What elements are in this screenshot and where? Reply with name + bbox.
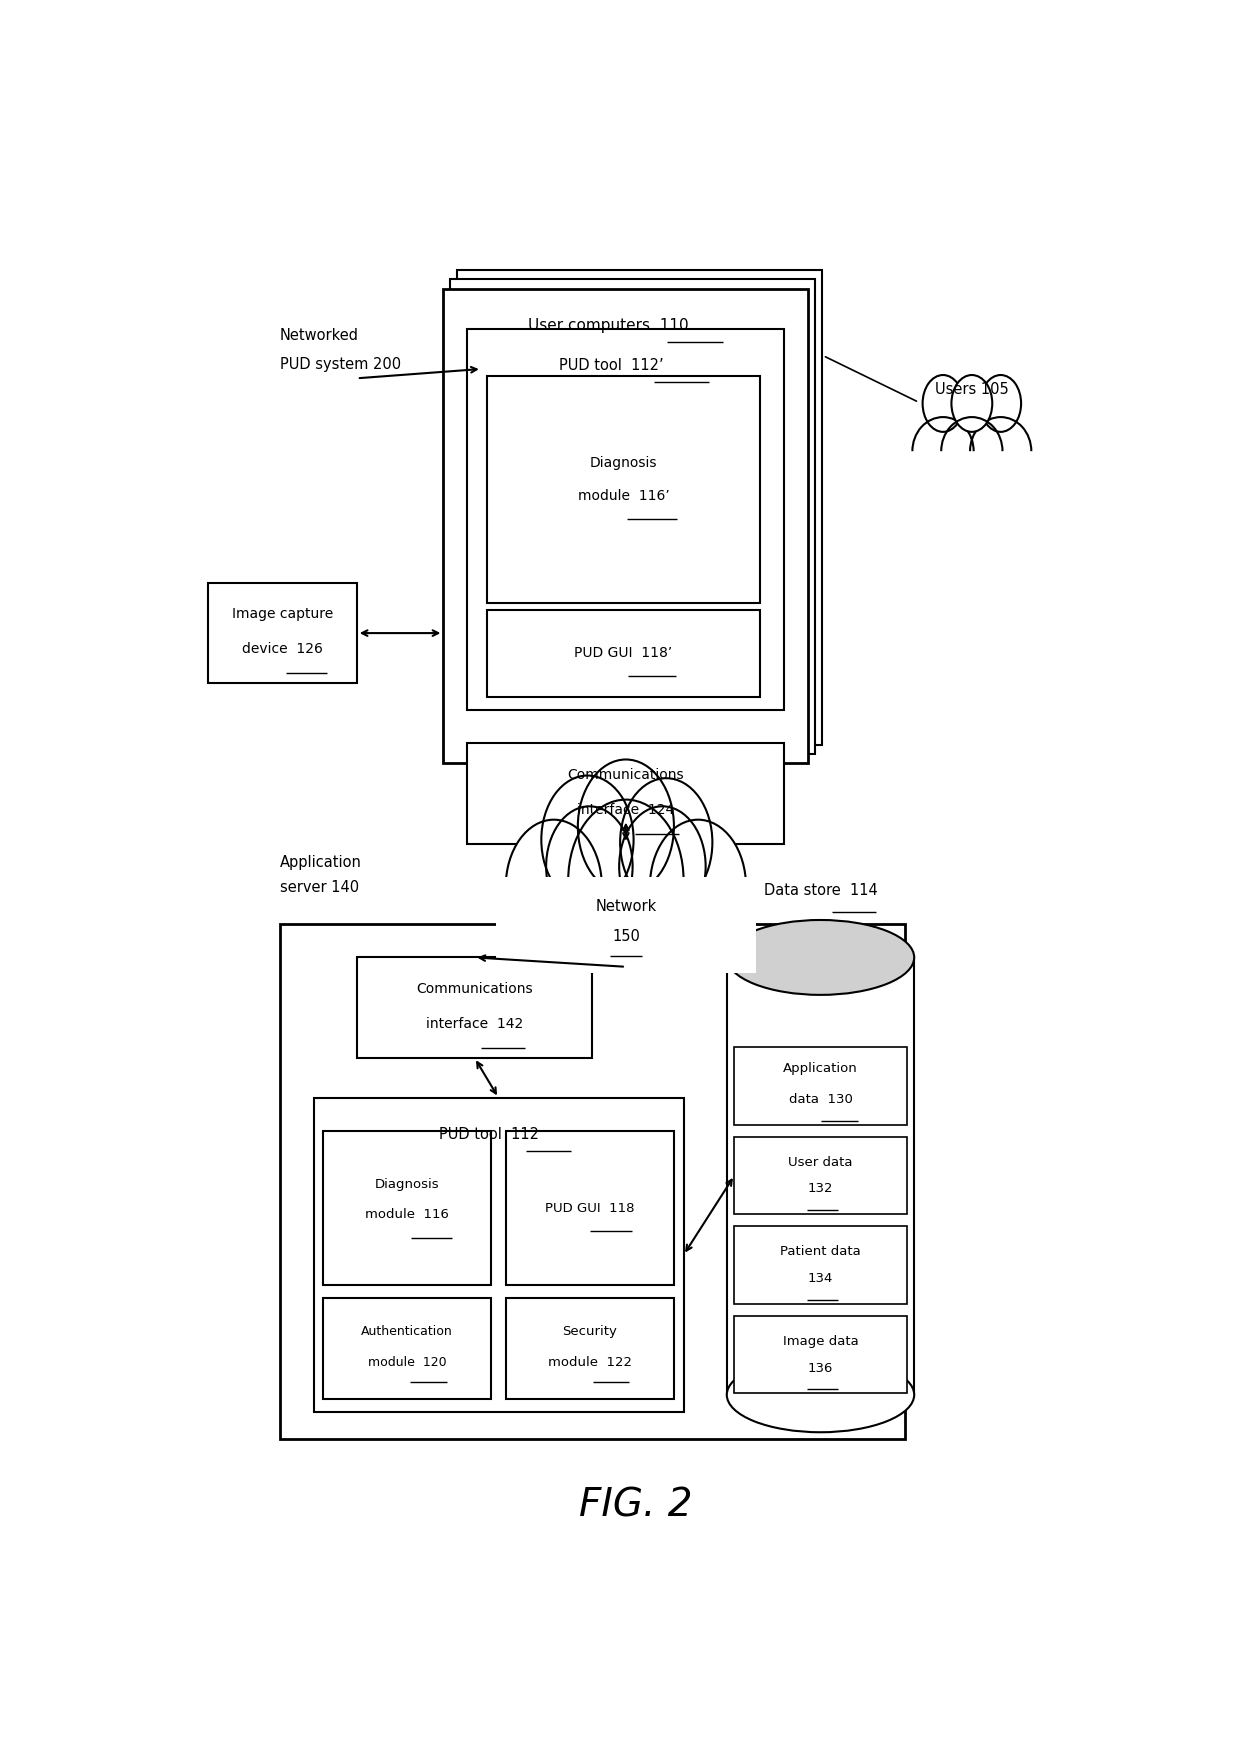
FancyBboxPatch shape [506, 1299, 675, 1398]
Circle shape [951, 375, 992, 433]
FancyBboxPatch shape [444, 288, 808, 764]
Text: data  130: data 130 [789, 1093, 852, 1106]
FancyBboxPatch shape [324, 1299, 491, 1398]
FancyBboxPatch shape [357, 957, 593, 1058]
Text: 132: 132 [807, 1183, 833, 1195]
FancyBboxPatch shape [280, 924, 905, 1438]
Circle shape [923, 375, 963, 433]
Text: PUD system 200: PUD system 200 [280, 358, 401, 372]
Text: Patient data: Patient data [780, 1245, 861, 1258]
FancyBboxPatch shape [208, 584, 357, 683]
FancyBboxPatch shape [456, 269, 822, 745]
Text: Authentication: Authentication [361, 1325, 453, 1337]
Text: Application: Application [280, 856, 362, 870]
FancyBboxPatch shape [467, 328, 785, 710]
Ellipse shape [727, 921, 914, 995]
Text: Image data: Image data [782, 1334, 858, 1348]
Circle shape [619, 806, 706, 926]
Text: module  120: module 120 [368, 1355, 446, 1369]
FancyBboxPatch shape [734, 1136, 906, 1214]
FancyBboxPatch shape [324, 1131, 491, 1285]
Polygon shape [496, 877, 755, 973]
Text: Network: Network [595, 900, 656, 914]
Text: PUD tool  112’: PUD tool 112’ [559, 358, 663, 373]
Text: Diagnosis: Diagnosis [590, 455, 657, 469]
FancyBboxPatch shape [467, 743, 785, 844]
Circle shape [578, 759, 675, 893]
Circle shape [542, 775, 634, 903]
Text: Networked: Networked [280, 328, 358, 342]
Circle shape [568, 799, 683, 961]
Ellipse shape [727, 1357, 914, 1433]
Text: PUD GUI  118’: PUD GUI 118’ [574, 646, 672, 660]
Circle shape [506, 820, 601, 954]
Text: Communications: Communications [568, 768, 684, 782]
Text: 136: 136 [807, 1362, 833, 1374]
Text: User computers  110: User computers 110 [528, 318, 689, 334]
Text: PUD GUI  118: PUD GUI 118 [546, 1202, 635, 1214]
Text: 150: 150 [613, 929, 640, 943]
Polygon shape [727, 957, 914, 1395]
FancyBboxPatch shape [486, 375, 760, 603]
Text: PUD tool  112: PUD tool 112 [439, 1127, 539, 1143]
Circle shape [981, 375, 1021, 433]
Text: device  126: device 126 [242, 643, 322, 657]
Text: module  116’: module 116’ [578, 490, 670, 504]
FancyBboxPatch shape [486, 610, 760, 697]
Circle shape [620, 778, 712, 907]
Text: module  122: module 122 [548, 1355, 632, 1369]
FancyBboxPatch shape [734, 1047, 906, 1124]
Circle shape [650, 820, 746, 954]
FancyBboxPatch shape [734, 1226, 906, 1304]
FancyBboxPatch shape [314, 1098, 683, 1412]
Text: 134: 134 [807, 1271, 833, 1285]
Text: interface  142: interface 142 [425, 1016, 523, 1030]
Circle shape [546, 806, 632, 926]
FancyBboxPatch shape [734, 1317, 906, 1393]
Text: module  116: module 116 [366, 1209, 449, 1221]
Text: Application: Application [784, 1061, 858, 1075]
Text: Communications: Communications [417, 981, 533, 995]
Text: interface  124: interface 124 [578, 802, 675, 816]
Text: FIG. 2: FIG. 2 [579, 1487, 692, 1525]
Text: server 140: server 140 [280, 879, 360, 895]
Text: Diagnosis: Diagnosis [374, 1178, 439, 1190]
Text: Security: Security [563, 1325, 618, 1337]
FancyBboxPatch shape [506, 1131, 675, 1285]
Text: Image capture: Image capture [232, 608, 334, 622]
FancyBboxPatch shape [450, 280, 815, 754]
Text: Users 105: Users 105 [935, 382, 1008, 396]
Text: User data: User data [789, 1155, 853, 1169]
Text: Data store  114: Data store 114 [764, 882, 878, 898]
